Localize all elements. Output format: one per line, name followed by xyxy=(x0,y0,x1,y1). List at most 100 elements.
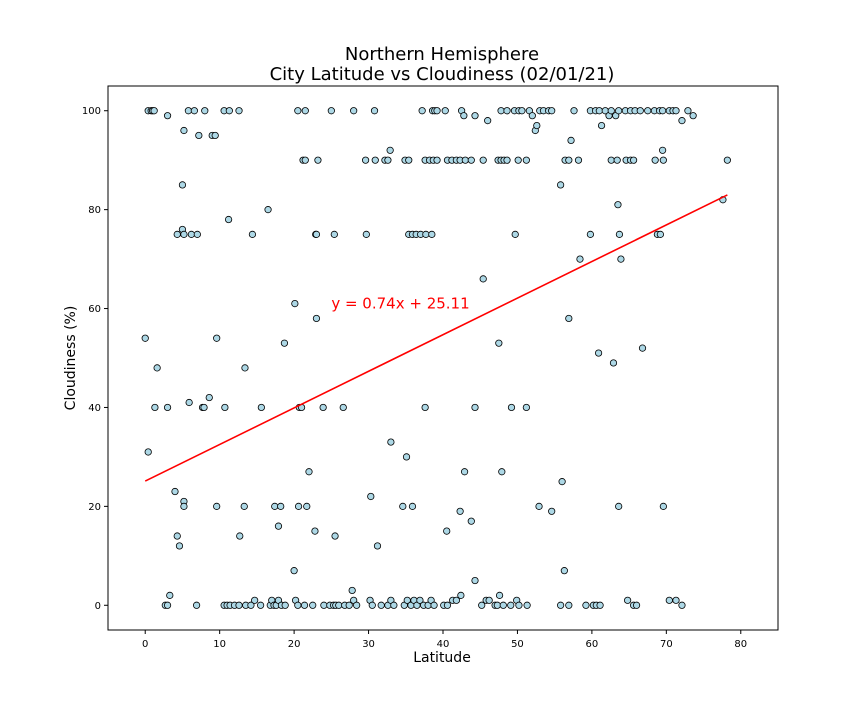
data-point xyxy=(638,344,647,352)
data-point xyxy=(503,156,511,164)
data-point xyxy=(320,601,328,609)
data-point xyxy=(387,438,395,446)
data-points xyxy=(141,107,731,609)
data-point xyxy=(471,112,479,120)
y-tick-label: 0 xyxy=(95,601,101,612)
data-point xyxy=(141,334,149,342)
data-point xyxy=(311,527,319,535)
data-point xyxy=(495,339,503,347)
data-point xyxy=(528,112,536,120)
y-tick-label: 20 xyxy=(88,502,101,513)
data-point xyxy=(251,596,259,604)
data-point xyxy=(377,601,385,609)
data-point xyxy=(596,601,604,609)
data-point xyxy=(615,230,624,238)
data-point xyxy=(678,601,686,609)
data-point xyxy=(151,403,159,412)
data-point xyxy=(456,507,464,515)
data-point xyxy=(689,112,697,120)
data-point xyxy=(173,532,181,540)
data-point xyxy=(485,596,493,604)
data-point xyxy=(192,601,201,609)
data-point xyxy=(339,403,347,412)
data-point xyxy=(205,393,213,402)
data-point xyxy=(576,255,584,263)
x-axis-label: Latitude xyxy=(413,650,471,666)
data-point xyxy=(428,230,436,238)
data-point xyxy=(402,453,411,461)
x-tick-label: 0 xyxy=(142,639,148,650)
data-point xyxy=(609,359,618,367)
data-point xyxy=(294,502,303,510)
data-point xyxy=(399,502,407,510)
data-point xyxy=(615,107,623,115)
data-point xyxy=(484,117,492,125)
data-point xyxy=(171,487,179,496)
data-point xyxy=(225,215,233,224)
data-point xyxy=(497,107,505,115)
data-point xyxy=(632,601,641,609)
data-point xyxy=(507,403,516,412)
data-point xyxy=(659,146,667,154)
data-point xyxy=(211,131,219,140)
x-tick-label: 20 xyxy=(288,639,301,650)
data-point xyxy=(495,591,504,599)
data-point xyxy=(187,230,195,238)
data-point xyxy=(312,230,321,238)
data-point xyxy=(190,107,198,115)
data-point xyxy=(499,601,507,609)
data-point xyxy=(257,601,265,609)
data-point xyxy=(408,502,417,510)
data-point xyxy=(460,112,468,120)
regression-equation: y = 0.74x + 25.11 xyxy=(331,295,469,313)
data-point xyxy=(213,334,221,342)
data-point xyxy=(567,136,575,144)
data-point xyxy=(560,567,568,575)
data-point xyxy=(570,107,578,115)
data-point xyxy=(659,502,667,510)
data-point xyxy=(457,591,465,599)
chart-title: Northern Hemisphere xyxy=(345,44,539,65)
data-point xyxy=(300,601,309,609)
data-point xyxy=(305,468,313,476)
data-point xyxy=(247,601,255,609)
data-point xyxy=(629,156,638,164)
data-point xyxy=(309,601,317,609)
data-point xyxy=(533,121,541,130)
data-point xyxy=(665,596,673,604)
data-point xyxy=(644,107,652,115)
data-point xyxy=(607,107,615,115)
data-point xyxy=(225,107,233,115)
x-tick-label: 40 xyxy=(437,639,450,650)
data-point xyxy=(565,314,573,323)
y-tick-label: 100 xyxy=(82,106,101,117)
regression-line xyxy=(144,194,728,482)
data-point xyxy=(565,156,573,164)
data-point xyxy=(240,502,248,510)
data-point xyxy=(330,230,338,238)
x-tick-label: 80 xyxy=(734,639,747,650)
data-point xyxy=(441,107,449,115)
data-point xyxy=(597,121,606,130)
data-point xyxy=(368,601,376,609)
data-point xyxy=(405,156,413,164)
data-point xyxy=(281,601,289,609)
data-point xyxy=(548,107,556,115)
data-point xyxy=(335,601,343,609)
data-point xyxy=(723,156,731,164)
data-point xyxy=(422,230,430,238)
data-point xyxy=(175,542,184,550)
plot-frame xyxy=(107,85,779,631)
data-point xyxy=(507,601,515,609)
data-point xyxy=(613,156,621,164)
data-point xyxy=(418,107,426,115)
data-point xyxy=(303,502,311,510)
data-point xyxy=(461,156,469,164)
data-point xyxy=(443,527,451,535)
data-point xyxy=(274,522,283,530)
data-point xyxy=(582,601,590,609)
data-point xyxy=(614,201,622,209)
data-point xyxy=(200,403,208,412)
data-point xyxy=(617,255,625,263)
data-point xyxy=(290,567,298,575)
